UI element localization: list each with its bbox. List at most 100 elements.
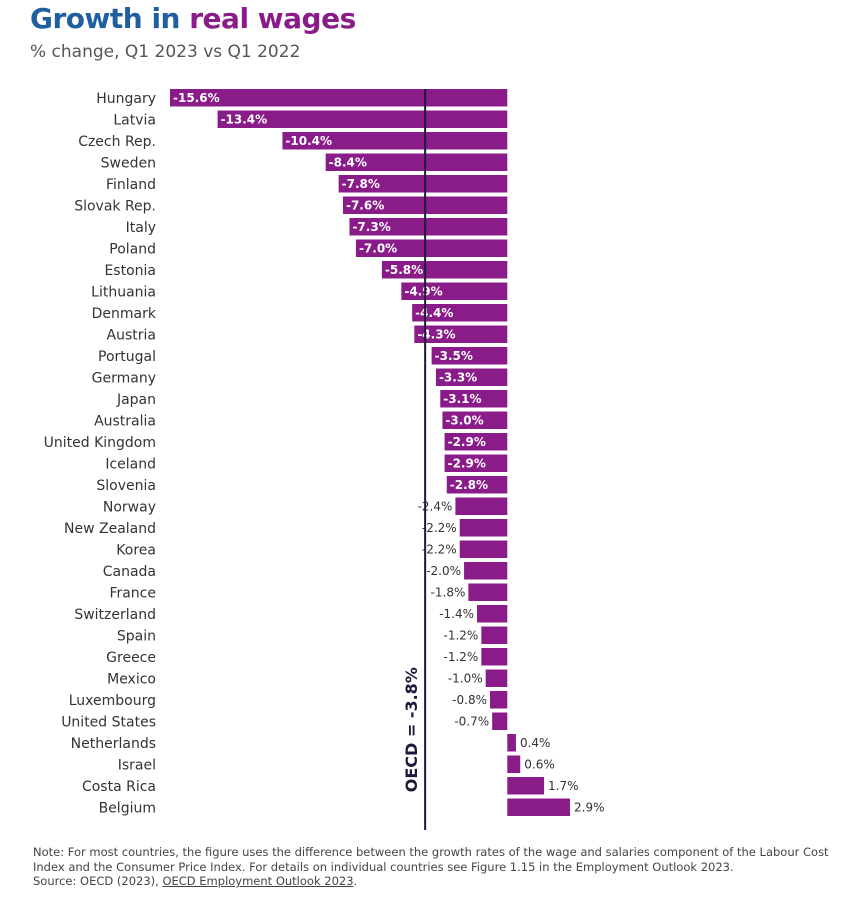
value-label-switzerland: -1.4% [439, 607, 474, 621]
bar-france [468, 583, 508, 601]
bar-denmark [412, 304, 508, 322]
bar-canada [464, 562, 508, 580]
category-label-iceland: Iceland [105, 456, 156, 472]
category-labels-group: Hungary Latvia Czech Rep. Sweden Finland Slov… [44, 91, 157, 817]
value-label-luxembourg: -0.8% [452, 693, 487, 707]
bar-spain [481, 626, 508, 644]
value-label-italy: -7.3% [352, 220, 390, 234]
category-label-switzerland: Switzerland [74, 607, 156, 623]
value-label-lithuania: -4.9% [404, 284, 442, 298]
bar-estonia [381, 261, 508, 279]
category-label-finland: Finland [106, 177, 156, 193]
category-label-portugal: Portugal [98, 349, 156, 365]
category-label-poland: Poland [109, 241, 156, 257]
category-label-australia: Australia [94, 413, 156, 429]
bar-new-zealand [459, 519, 508, 537]
bar-austria [414, 325, 508, 343]
value-label-poland: -7.0% [359, 241, 397, 255]
bar-luxembourg [490, 691, 508, 709]
source-suffix: . [353, 874, 358, 888]
value-label-estonia: -5.8% [385, 263, 423, 277]
value-label-latvia: -13.4% [221, 112, 268, 126]
category-label-czech-rep: Czech Rep. [78, 134, 156, 150]
title-part-2: real wages [189, 2, 356, 35]
value-label-portugal: -3.5% [435, 349, 473, 363]
value-label-finland: -7.8% [342, 177, 380, 191]
bar-italy [349, 218, 508, 236]
value-label-germany: -3.3% [439, 370, 477, 384]
bar-united-states [492, 712, 508, 730]
bar-chart: Hungary Latvia Czech Rep. Sweden Finland Slov… [44, 89, 605, 830]
value-label-new-zealand: -2.2% [422, 521, 457, 535]
category-label-luxembourg: Luxembourg [69, 693, 156, 709]
category-label-sweden: Sweden [101, 155, 156, 171]
category-label-estonia: Estonia [104, 263, 156, 279]
bar-norway [455, 497, 508, 515]
category-label-netherlands: Netherlands [71, 736, 156, 752]
category-label-denmark: Denmark [92, 306, 157, 322]
bar-korea [459, 540, 508, 558]
value-label-netherlands: 0.4% [520, 736, 551, 750]
value-label-japan: -3.1% [443, 392, 481, 406]
bar-poland [355, 239, 508, 257]
bar-japan [440, 390, 508, 408]
category-label-latvia: Latvia [113, 112, 156, 128]
source-link[interactable]: OECD Employment Outlook 2023 [162, 874, 354, 888]
title-part-1: Growth in [30, 2, 181, 35]
value-label-costa-rica: 1.7% [548, 779, 579, 793]
value-label-austria: -4.3% [417, 327, 455, 341]
category-label-slovak-rep: Slovak Rep. [74, 198, 156, 214]
value-label-korea: -2.2% [422, 542, 457, 556]
source-prefix: Source: OECD (2023), [33, 874, 163, 888]
bar-costa-rica [507, 777, 545, 795]
category-label-united-kingdom: United Kingdom [44, 435, 156, 451]
value-label-mexico: -1.0% [448, 671, 483, 685]
bar-australia [442, 411, 508, 429]
bar-lithuania [401, 282, 508, 300]
value-label-france: -1.8% [431, 585, 466, 599]
bar-israel [507, 755, 521, 773]
bar-united-kingdom [444, 433, 508, 451]
category-label-lithuania: Lithuania [91, 284, 156, 300]
chart-subtitle: % change, Q1 2023 vs Q1 2022 [30, 42, 301, 62]
category-label-hungary: Hungary [96, 91, 156, 107]
category-label-austria: Austria [107, 327, 156, 343]
value-label-greece: -1.2% [444, 650, 479, 664]
chart-title: Growth in real wages [30, 2, 356, 35]
value-label-denmark: -4.4% [415, 306, 453, 320]
source-line: Source: OECD (2023), OECD Employment Out… [33, 874, 833, 889]
category-label-greece: Greece [106, 650, 156, 666]
category-label-spain: Spain [117, 628, 156, 644]
value-label-hungary: -15.6% [173, 91, 220, 105]
value-label-united-kingdom: -2.9% [448, 435, 486, 449]
category-label-belgium: Belgium [99, 800, 156, 816]
value-label-iceland: -2.9% [448, 456, 486, 470]
bar-finland [338, 175, 508, 193]
bar-portugal [431, 347, 508, 365]
category-label-mexico: Mexico [107, 671, 156, 687]
category-label-israel: Israel [118, 757, 156, 773]
footnote: Note: For most countries, the figure use… [33, 845, 833, 889]
bars-group [170, 89, 570, 816]
bar-czech-rep [282, 132, 508, 150]
category-label-canada: Canada [103, 564, 156, 580]
value-label-sweden: -8.4% [329, 155, 367, 169]
bar-latvia [217, 110, 508, 128]
value-label-belgium: 2.9% [574, 800, 605, 814]
value-label-norway: -2.4% [418, 499, 453, 513]
category-label-france: France [109, 585, 156, 601]
category-label-slovenia: Slovenia [96, 478, 156, 494]
value-label-spain: -1.2% [444, 628, 479, 642]
bar-mexico [485, 669, 508, 687]
category-label-italy: Italy [126, 220, 156, 236]
category-label-japan: Japan [116, 392, 156, 408]
value-label-australia: -3.0% [445, 413, 483, 427]
category-label-costa-rica: Costa Rica [82, 779, 156, 795]
value-label-slovak-rep: -7.6% [346, 198, 384, 212]
category-label-germany: Germany [92, 370, 156, 386]
oecd-reference-label: OECD = -3.8% [402, 667, 421, 792]
value-labels-group: -15.6%-13.4% -10.4% -8.4% -7.8% -7.6% -7.3% -7… [173, 91, 605, 815]
value-label-slovenia: -2.8% [450, 478, 488, 492]
category-label-united-states: United States [61, 714, 156, 730]
bar-slovenia [446, 476, 508, 494]
